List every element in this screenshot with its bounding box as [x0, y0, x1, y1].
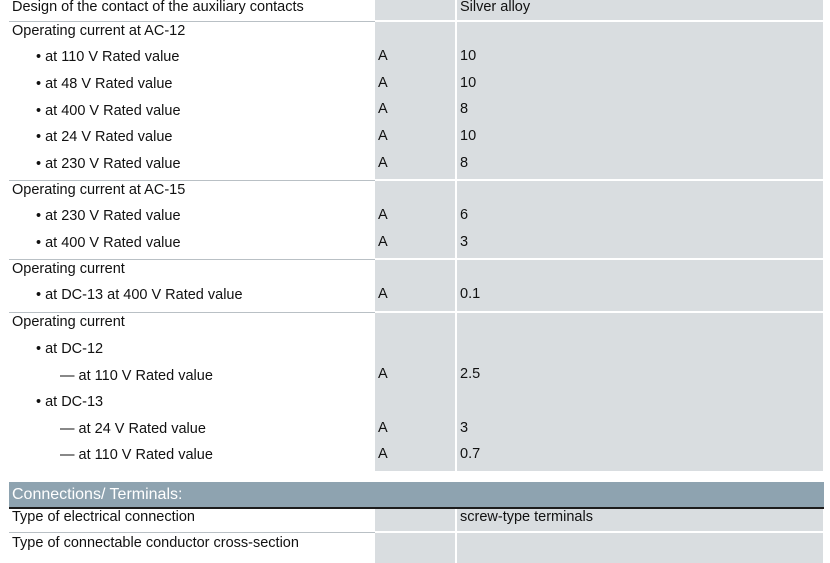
row-label-text: at 48 V Rated value: [45, 76, 173, 92]
row-value: 3: [460, 234, 469, 250]
row-separator: [9, 532, 375, 533]
row-separator: [9, 180, 375, 181]
unit-cell-bg: [375, 181, 455, 258]
row-value: 3: [460, 420, 469, 436]
row-label-text: at DC-13 at 400 V Rated value: [45, 287, 243, 303]
row-label-text: at 230 V Rated value: [45, 208, 181, 224]
row-label: — at 110 V Rated value: [60, 368, 213, 384]
value-cell-bg: [457, 0, 823, 20]
row-label: at 400 V Rated value: [36, 234, 181, 252]
row-value: Silver alloy: [460, 0, 531, 15]
group-heading: Operating current: [12, 314, 125, 330]
value-cell-bg: [457, 181, 823, 258]
row-label: — at 110 V Rated value: [60, 447, 213, 463]
row-label: at 400 V Rated value: [36, 102, 181, 120]
row-label-text: at DC-12: [45, 341, 104, 357]
group-heading: Operating current at AC-12: [12, 23, 186, 39]
value-cell-bg: [457, 313, 823, 471]
row-label-text: at 400 V Rated value: [45, 235, 181, 251]
subgroup-heading: at DC-13: [36, 393, 103, 411]
row-unit: A: [378, 101, 388, 117]
row-label: at 230 V Rated value: [36, 207, 181, 225]
unit-cell-bg: [375, 22, 455, 179]
row-label: — at 24 V Rated value: [60, 421, 206, 437]
unit-cell-bg: [375, 260, 455, 311]
row-unit: A: [378, 207, 388, 223]
row-unit: A: [378, 366, 388, 382]
row-value: screw-type terminals: [460, 509, 593, 525]
row-separator: [9, 259, 375, 260]
row-unit: A: [378, 48, 388, 64]
row-label-text: at 24 V Rated value: [45, 129, 173, 145]
row-unit: A: [378, 155, 388, 171]
section-underline: [9, 507, 824, 509]
group-heading: Operating current at AC-15: [12, 182, 186, 198]
unit-cell-bg: [375, 0, 455, 20]
row-label: Design of the contact of the auxiliary c…: [12, 0, 304, 15]
row-label-text: at 230 V Rated value: [45, 156, 181, 172]
row-unit: A: [378, 286, 388, 302]
unit-cell-bg: [375, 533, 455, 563]
row-value: 8: [460, 155, 469, 171]
row-label: Type of electrical connection: [12, 509, 195, 525]
row-value: 10: [460, 128, 477, 144]
section-header: Connections/ Terminals:: [9, 482, 824, 507]
value-cell-bg: [457, 533, 823, 563]
row-unit: A: [378, 420, 388, 436]
group-heading: Operating current: [12, 261, 125, 277]
row-label: Type of connectable conductor cross-sect…: [12, 535, 299, 551]
row-label: at 110 V Rated value: [36, 48, 179, 66]
row-unit: A: [378, 75, 388, 91]
subgroup-heading: at DC-12: [36, 340, 103, 358]
row-value: 8: [460, 101, 469, 117]
row-label-text: at DC-13: [45, 394, 104, 410]
row-unit: A: [378, 128, 388, 144]
row-separator: [9, 312, 375, 313]
row-value: 0.1: [460, 286, 481, 302]
row-label-text: at 400 V Rated value: [45, 103, 181, 119]
row-unit: A: [378, 446, 388, 462]
row-value: 10: [460, 48, 477, 64]
row-value: 10: [460, 75, 477, 91]
row-value: 6: [460, 207, 469, 223]
value-cell-bg: [457, 509, 823, 531]
row-label: at 48 V Rated value: [36, 75, 172, 93]
section-title: Connections/ Terminals:: [12, 486, 183, 503]
row-label: at 230 V Rated value: [36, 155, 181, 173]
value-cell-bg: [457, 22, 823, 179]
unit-cell-bg: [375, 313, 455, 471]
row-label-text: at 110 V Rated value: [45, 49, 180, 65]
row-label: at 24 V Rated value: [36, 128, 172, 146]
row-unit: A: [378, 234, 388, 250]
row-value: 2.5: [460, 366, 481, 382]
row-separator: [9, 21, 375, 22]
row-label: at DC-13 at 400 V Rated value: [36, 286, 243, 304]
value-cell-bg: [457, 260, 823, 311]
unit-cell-bg: [375, 509, 455, 531]
row-value: 0.7: [460, 446, 481, 462]
